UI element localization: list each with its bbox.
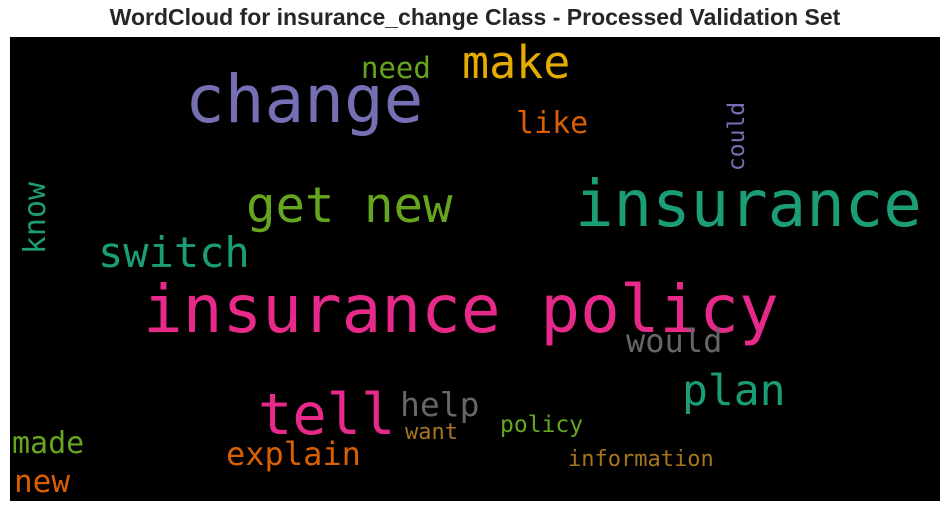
word-policy: policy (500, 412, 584, 438)
word-need: need (361, 51, 431, 85)
word-like: like (516, 106, 589, 141)
word-could: could (724, 101, 751, 172)
word-change: change (185, 61, 424, 138)
word-insurance-policy: insurance policy (143, 271, 779, 348)
word-would: would (626, 322, 723, 360)
word-made: made (12, 426, 85, 461)
word-help: help (400, 385, 480, 424)
word-information: information (568, 447, 714, 472)
word-want: want (405, 420, 458, 445)
word-cloud: insurance policy insurance change get ne… (10, 37, 940, 501)
word-tell: tell (258, 382, 396, 448)
word-switch: switch (98, 228, 250, 277)
word-plan: plan (682, 366, 786, 416)
word-get-new: get new (246, 177, 453, 234)
page-title: WordCloud for insurance_change Class - P… (109, 4, 841, 30)
word-insurance: insurance (575, 168, 922, 242)
word-know: know (18, 181, 54, 255)
word-make: make (462, 37, 571, 89)
word-new: new (14, 464, 70, 500)
word-explain: explain (226, 435, 361, 473)
